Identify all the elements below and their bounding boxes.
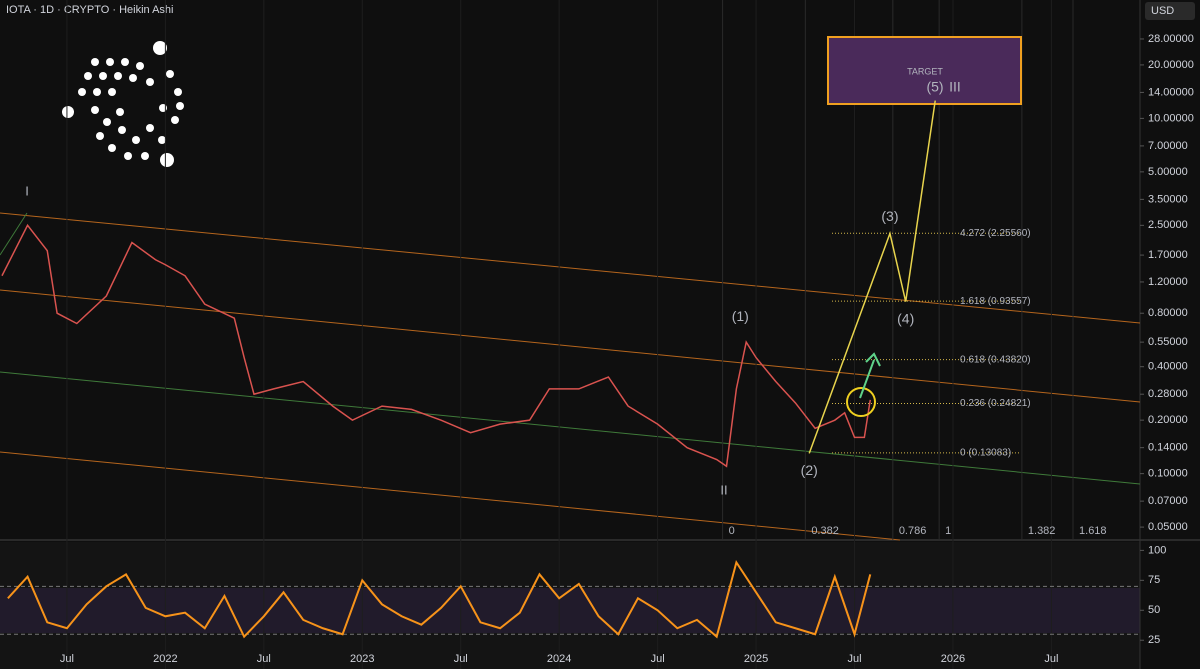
degree-label: III [949,79,961,95]
currency-box [1145,2,1195,20]
time-fib-label: 1.382 [1028,525,1056,537]
channel [0,451,901,541]
wave-label: (2) [801,462,818,478]
fib-label: 1.618 (0.93557) [960,296,1031,307]
y-tick-label: 50 [1148,604,1160,616]
x-tick-label: Jul [1044,653,1058,665]
y-tick-label: 0.55000 [1148,336,1188,348]
target-label: TARGET [907,66,943,76]
x-tick-label: Jul [651,653,665,665]
y-tick-label: 75 [1148,574,1160,586]
y-tick-label: 25 [1148,634,1160,646]
x-tick-label: Jul [847,653,861,665]
y-tick-label: 7.00000 [1148,140,1188,152]
fib-label: 4.272 (2.25560) [960,228,1031,239]
arrow [859,352,881,399]
fib-label: 0.618 (0.43820) [960,354,1031,365]
y-tick-label: 20.00000 [1148,59,1194,71]
logo [62,41,184,167]
time-fib-label: 1.618 [1079,525,1107,537]
wave-label: (4) [897,310,914,326]
highlight [846,387,876,417]
channel [0,289,1141,403]
y-tick-label: 100 [1148,544,1166,556]
y-tick-label: 28.00000 [1148,33,1194,45]
y-tick-label: 14.00000 [1148,86,1194,98]
degree-label: I [25,183,29,198]
x-tick-label: Jul [60,653,74,665]
series-line [1,223,871,468]
degree-label: II [720,482,727,497]
series-line [7,559,872,639]
y-tick-label: 3.50000 [1148,193,1188,205]
y-tick-label: 0.14000 [1148,442,1188,454]
series-line [808,100,936,454]
y-tick-label: 0.28000 [1148,388,1188,400]
channel [0,212,1141,324]
time-fib-label: 0.786 [899,525,927,537]
y-tick-label: 10.00000 [1148,112,1194,124]
x-tick-label: 2023 [350,653,374,665]
x-tick-label: 2024 [547,653,571,665]
x-tick-label: Jul [257,653,271,665]
y-tick-label: 2.50000 [1148,219,1188,231]
y-tick-label: 1.20000 [1148,276,1188,288]
y-tick-label: 0.07000 [1148,495,1188,507]
channel [0,371,1141,485]
y-tick-label: 1.70000 [1148,249,1188,261]
time-fib-label: 0 [729,525,735,537]
y-tick-label: 0.80000 [1148,307,1188,319]
x-tick-label: 2026 [941,653,965,665]
time-fib-label: 0.382 [811,525,839,537]
x-tick-label: Jul [454,653,468,665]
wave-label: (1) [732,308,749,324]
time-fib-label: 1 [945,525,951,537]
fib-label: 0 (0.13083) [960,448,1011,459]
wave-label: (3) [881,208,898,224]
y-tick-label: 0.05000 [1148,521,1188,533]
header: IOTA · 1D · CRYPTO · Heikin Ashi [6,4,174,16]
rsi-band [0,588,1140,633]
y-tick-label: 5.00000 [1148,166,1188,178]
y-tick-label: 0.10000 [1148,468,1188,480]
target-box [827,36,1022,105]
x-tick-label: 2022 [153,653,177,665]
fib-label: 0.236 (0.24821) [960,398,1031,409]
x-tick-label: 2025 [744,653,768,665]
trend [0,212,28,256]
y-tick-label: 0.20000 [1148,414,1188,426]
y-tick-label: 0.40000 [1148,361,1188,373]
currency: USD [1151,5,1174,17]
wave-label: (5) [926,79,943,95]
